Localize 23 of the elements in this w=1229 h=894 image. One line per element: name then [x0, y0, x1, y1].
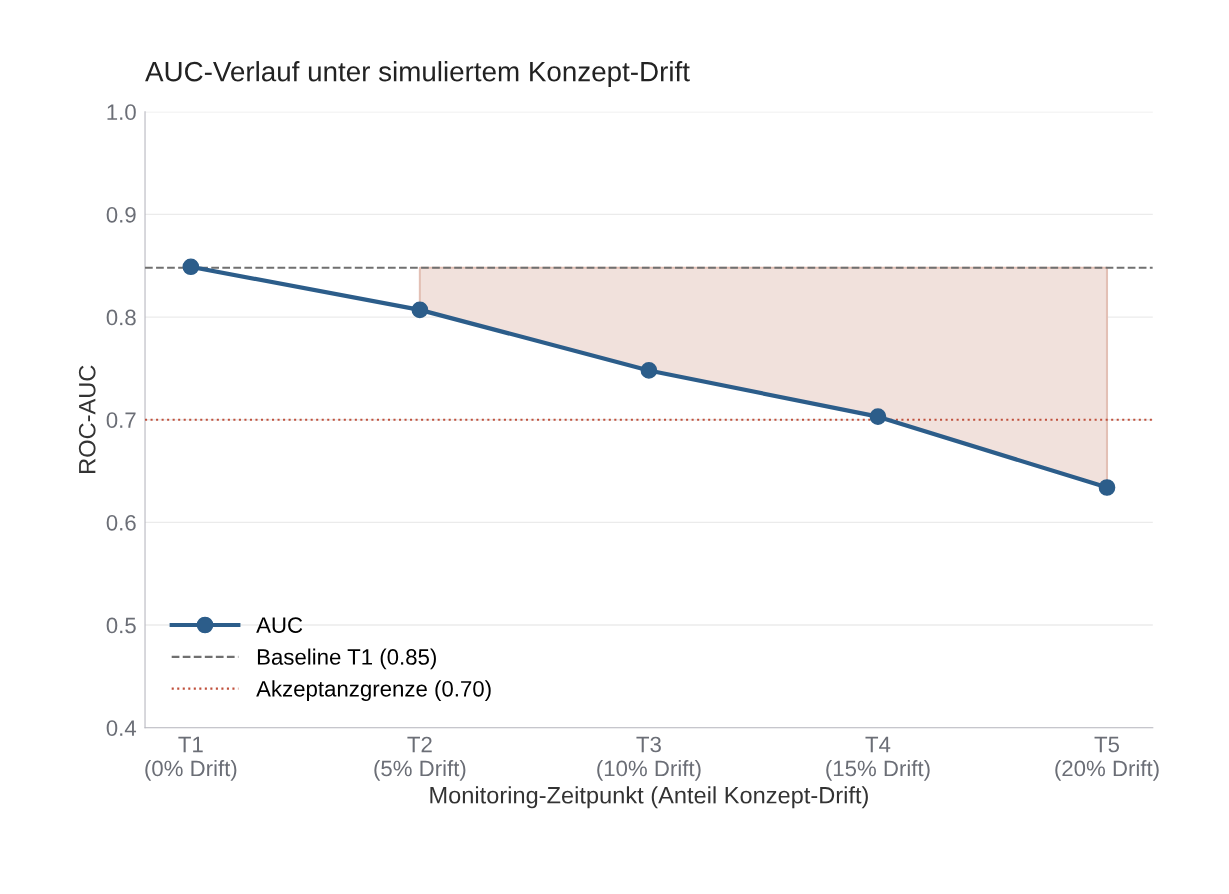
- legend-label: Baseline T1 (0.85): [257, 648, 436, 670]
- point: [411, 301, 429, 319]
- x-tick-label: T3 (10% Drift): [597, 736, 701, 781]
- point: [182, 258, 200, 276]
- y-tick-label: 1.0: [107, 104, 136, 121]
- x-axis-title: Monitoring-Zeitpunkt (Anteil Konzept-Drift): [430, 786, 868, 809]
- point: [869, 408, 887, 425]
- legend-label: AUC: [256, 617, 303, 633]
- chart-title: AUC-Verlauf unter simuliertem Konzept-Drift: [145, 61, 690, 87]
- y-axis-title: ROC-AUC: [78, 365, 96, 473]
- y-tick-label: 0.9: [106, 206, 136, 223]
- x-tick-label: T4 (15% Drift): [826, 736, 930, 781]
- y-tick-label: 0.6: [106, 514, 136, 531]
- y-tick-label: 0.8: [106, 309, 136, 326]
- y-tick-label: 0.5: [106, 617, 136, 634]
- y-tick-label: 0.4: [106, 720, 137, 736]
- x-tick-label: T2 (5% Drift): [374, 736, 466, 781]
- point: [1098, 479, 1116, 496]
- legend-label: Akzeptanzgrenze (0.70): [256, 680, 491, 702]
- x-tick-label: T1 (0% Drift): [145, 736, 237, 781]
- y-tick-label: 0.7: [106, 412, 136, 428]
- point: [640, 362, 658, 379]
- x-tick-label: T5 (20% Drift): [1055, 736, 1159, 781]
